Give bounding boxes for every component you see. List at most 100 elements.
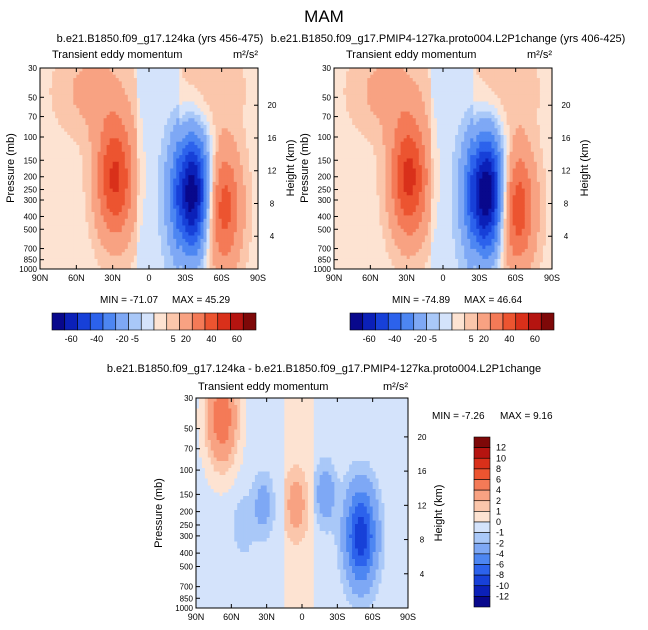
field-cell <box>49 181 53 186</box>
field-cell <box>452 74 456 79</box>
field-cell <box>194 68 198 72</box>
field-cell <box>43 252 47 256</box>
field-cell <box>73 135 77 139</box>
field-cell <box>364 78 368 82</box>
field-cell <box>112 218 117 223</box>
field-cell <box>49 124 53 129</box>
field-cell <box>200 195 204 200</box>
field-cell <box>139 258 144 263</box>
field-cell <box>251 118 256 122</box>
field-cell <box>503 91 507 96</box>
field-cell <box>185 138 189 143</box>
field-cell <box>121 88 126 92</box>
field-cell <box>88 155 92 159</box>
field-cell <box>136 104 141 109</box>
field-cell <box>221 145 226 149</box>
field-cell <box>64 128 68 133</box>
field-cell <box>242 88 247 92</box>
field-cell <box>49 104 53 109</box>
field-cell <box>203 74 207 79</box>
field-cell <box>149 238 153 243</box>
field-cell <box>412 71 417 76</box>
field-cell <box>136 155 141 159</box>
field-cell <box>136 128 141 133</box>
field-cell <box>182 228 186 233</box>
field-cell <box>64 148 68 153</box>
field-cell <box>373 91 377 96</box>
field-cell <box>58 165 62 169</box>
field-cell <box>194 141 198 146</box>
field-cell <box>145 68 150 72</box>
field-cell <box>100 101 104 106</box>
field-cell <box>161 94 165 99</box>
field-cell <box>218 78 223 82</box>
field-cell <box>152 135 156 139</box>
field-cell <box>182 191 186 196</box>
field-cell <box>355 81 359 86</box>
field-cell <box>115 252 120 256</box>
field-cell <box>67 128 71 133</box>
field-cell <box>106 252 111 256</box>
field-cell <box>427 74 432 79</box>
field-cell <box>248 131 253 136</box>
field-cell <box>251 135 256 139</box>
field-cell <box>103 78 108 82</box>
field-cell <box>185 81 189 86</box>
field-cell <box>212 252 217 256</box>
field-cell <box>449 88 453 92</box>
field-cell <box>212 208 217 213</box>
field-cell <box>203 168 207 173</box>
field-cell <box>115 141 120 146</box>
field-cell <box>55 131 59 136</box>
field-cell <box>248 155 253 159</box>
field-cell <box>161 155 165 159</box>
field-cell <box>218 198 223 203</box>
field-cell <box>497 84 501 89</box>
field-cell <box>212 242 217 246</box>
field-cell <box>155 131 159 136</box>
field-cell <box>215 101 220 106</box>
field-cell <box>197 71 201 76</box>
field-cell <box>109 208 114 213</box>
field-cell <box>194 114 198 119</box>
field-cell <box>230 165 235 169</box>
field-cell <box>100 148 104 153</box>
field-cell <box>164 141 168 146</box>
field-cell <box>530 88 535 92</box>
field-cell <box>224 258 229 263</box>
field-cell <box>109 124 114 129</box>
field-cell <box>67 181 71 186</box>
field-cell <box>152 84 156 89</box>
field-cell <box>82 118 86 122</box>
field-cell <box>70 121 74 126</box>
field-cell <box>79 88 83 92</box>
field-cell <box>76 255 80 260</box>
field-cell <box>61 104 65 109</box>
field-cell <box>173 262 177 267</box>
field-cell <box>433 88 438 92</box>
field-cell <box>115 195 120 200</box>
field-cell <box>136 161 141 166</box>
field-cell <box>152 171 156 176</box>
field-cell <box>55 178 59 183</box>
field-cell <box>239 135 244 139</box>
field-cell <box>127 258 132 263</box>
field-cell <box>179 175 183 179</box>
field-cell <box>167 195 171 200</box>
field-cell <box>106 124 111 129</box>
field-cell <box>43 121 47 126</box>
field-cell <box>161 138 165 143</box>
field-cell <box>64 215 68 220</box>
field-cell <box>121 188 126 193</box>
field-cell <box>224 88 229 92</box>
field-cell <box>109 151 114 156</box>
field-cell <box>46 258 50 263</box>
field-cell <box>254 161 258 166</box>
field-cell <box>161 255 165 260</box>
field-cell <box>197 111 201 116</box>
field-cell <box>58 185 62 189</box>
field-cell <box>482 78 486 82</box>
field-cell <box>185 135 189 139</box>
field-cell <box>79 124 83 129</box>
field-cell <box>64 74 68 79</box>
